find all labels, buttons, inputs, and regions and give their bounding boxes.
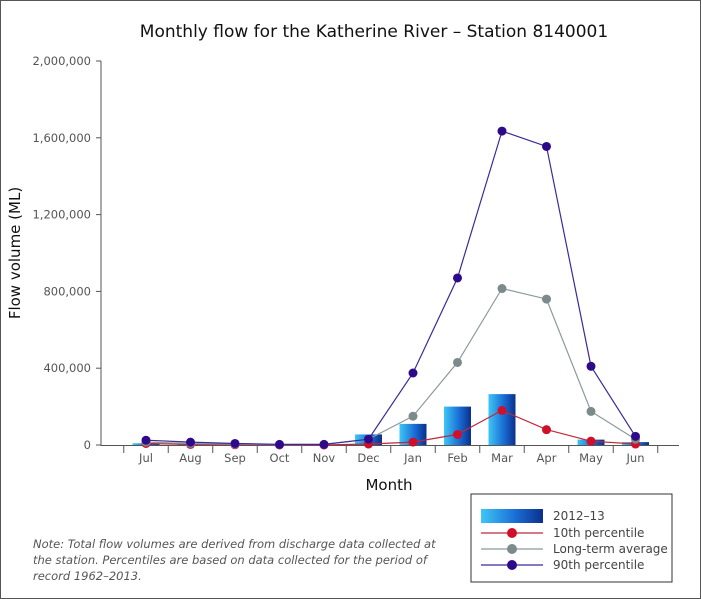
legend-swatch-2012-13 — [481, 509, 543, 523]
y-tick-label: 1,600,000 — [32, 131, 91, 145]
series-point — [453, 357, 462, 367]
series-point — [586, 406, 596, 416]
series-point — [453, 429, 462, 439]
series-line — [145, 287, 636, 446]
x-tick-label: Jun — [626, 451, 645, 465]
x-tick-label: Jul — [138, 451, 153, 465]
line-series — [141, 126, 640, 450]
y-tick-label: 1,200,000 — [32, 208, 91, 222]
series-point — [408, 437, 418, 447]
bar-series — [132, 394, 649, 445]
legend-label-2012-13: 2012–13 — [553, 509, 605, 523]
x-tick-label: Dec — [357, 451, 379, 465]
x-tick-label: Apr — [537, 451, 557, 465]
y-tick-label: 2,000,000 — [32, 54, 91, 68]
series-point — [497, 284, 507, 294]
series-line — [145, 130, 637, 445]
series-point — [497, 405, 507, 415]
x-tick-label: Oct — [270, 451, 290, 465]
series-point — [586, 361, 596, 371]
series-point — [453, 273, 462, 283]
x-tick-label: Aug — [179, 451, 201, 465]
legend-label-long-term-average: Long-term average — [553, 542, 668, 556]
legend: 2012–13 10th percentile Long-term averag… — [470, 493, 673, 583]
series-point — [364, 434, 373, 444]
x-tick-label: Jan — [403, 451, 422, 465]
series-point — [408, 368, 418, 378]
series-line — [145, 409, 636, 446]
series-point — [542, 425, 551, 435]
series-point — [631, 431, 640, 441]
y-tick-label: 400,000 — [43, 361, 91, 375]
x-tick-label: Nov — [313, 451, 336, 465]
y-axis-title: Flow volume (ML) — [6, 187, 24, 319]
bar — [444, 406, 471, 445]
series-point — [542, 141, 551, 151]
x-tick-label: May — [579, 451, 603, 465]
footnote: Note: Total flow volumes are derived fro… — [33, 537, 436, 583]
series-point — [186, 437, 195, 447]
legend-marker-10th-percentile — [507, 528, 517, 538]
x-tick-label: Mar — [491, 451, 513, 465]
series-point — [141, 435, 151, 445]
x-axis-ticks: Jul Aug Sep Oct Nov Dec Jan Feb Mar Apr May Jun — [123, 445, 659, 465]
series-point — [542, 294, 551, 304]
series-point — [230, 438, 240, 448]
series-point — [319, 439, 329, 449]
y-tick-label: 800,000 — [43, 284, 91, 298]
legend-box — [470, 493, 673, 583]
series-point — [408, 411, 418, 421]
y-axis-ticks: 0 400,000 800,000 1,200,000 1,600,000 2,000,0… — [32, 54, 101, 452]
series-point — [586, 436, 596, 446]
legend-marker-long-term-average — [507, 544, 517, 554]
legend-marker-90th-percentile — [507, 560, 517, 570]
legend-label-10th-percentile: 10th percentile — [553, 526, 644, 540]
x-tick-label: Feb — [447, 451, 467, 465]
x-axis-title: Month — [365, 476, 412, 494]
y-tick-label: 0 — [84, 438, 91, 452]
x-tick-label: Sep — [224, 451, 246, 465]
series-point — [497, 126, 507, 136]
bar — [399, 423, 427, 445]
bar — [488, 394, 516, 445]
series-point — [275, 439, 284, 449]
chart-title: Monthly flow for the Katherine River – S… — [140, 22, 608, 42]
legend-label-90th-percentile: 90th percentile — [553, 558, 644, 572]
